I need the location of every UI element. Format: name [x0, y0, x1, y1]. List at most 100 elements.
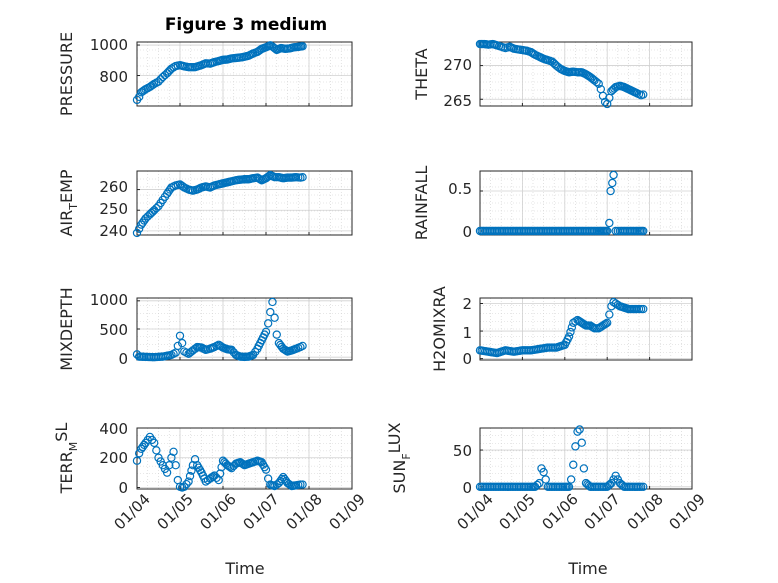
- ytick-label: 0: [118, 479, 128, 497]
- panel-rainfall: 0 0.5 RAINFALL: [412, 166, 693, 241]
- data-point: [132, 456, 142, 465]
- xtick-label: 01/05: [154, 490, 197, 533]
- ylabel-rainfall: RAINFALL: [412, 166, 431, 241]
- ylabel-theta: THETA: [412, 48, 431, 100]
- data-point: [261, 327, 271, 337]
- ytick-label: 0: [462, 223, 472, 241]
- panel-sun-flux: 0 50 SUNFLUX: [385, 422, 693, 497]
- ytick-label: 240: [99, 222, 128, 240]
- data-point: [566, 475, 576, 484]
- data-point: [639, 90, 648, 99]
- xtick-label: 01/09: [326, 490, 369, 533]
- data-point: [180, 482, 189, 491]
- data-point: [152, 203, 161, 213]
- data-point: [177, 338, 187, 348]
- axes-box: [479, 427, 693, 490]
- data-point: [577, 438, 586, 447]
- ytick-label: 250: [99, 200, 128, 218]
- ylabel-subscript: M: [67, 442, 80, 452]
- data-point: [569, 460, 578, 469]
- data-point: [266, 307, 275, 317]
- ytick-label: 1: [462, 324, 472, 342]
- ytick-label: 1000: [90, 36, 128, 54]
- data-point: [535, 478, 544, 488]
- ylabel-rest: EMP: [57, 169, 76, 203]
- xtick-label: 01/07: [240, 490, 283, 533]
- data-point: [594, 79, 603, 88]
- data-point: [134, 224, 144, 234]
- ytick-label: 200: [99, 449, 128, 467]
- data-point: [639, 226, 648, 236]
- data-point: [134, 449, 144, 458]
- data-point: [261, 465, 271, 474]
- data-point: [298, 172, 307, 182]
- xlabel-right: Time: [567, 559, 607, 578]
- data-point: [227, 345, 236, 355]
- panel-theta: 265 270 THETA: [412, 39, 693, 110]
- panel-terr-msl: 0 200 400 TERRMSL: [52, 420, 353, 497]
- ylabel-main: TERR: [57, 451, 76, 494]
- xtick-label: 01/06: [539, 490, 582, 533]
- data-point: [277, 474, 286, 484]
- data-point: [263, 319, 273, 328]
- xtick-label: 01/08: [283, 490, 326, 533]
- data-point: [152, 446, 161, 455]
- data-point: [298, 42, 307, 51]
- ylabel-rest: SL: [52, 423, 71, 442]
- data-point: [156, 75, 165, 84]
- data-point: [607, 302, 616, 311]
- data-point: [147, 208, 156, 218]
- data-point: [571, 442, 580, 451]
- xtick-label: 01/05: [496, 490, 539, 533]
- data-point: [541, 475, 550, 484]
- axes-box: [479, 41, 693, 107]
- data-point: [184, 477, 193, 486]
- data-point: [149, 438, 159, 448]
- figure-title: Figure 3 medium: [165, 15, 327, 35]
- data-point: [579, 464, 589, 473]
- xtick-label: 01/07: [581, 490, 624, 533]
- xtick-label: 01/08: [624, 490, 667, 533]
- xtick-label: 01/04: [454, 490, 497, 533]
- axes-box: [479, 297, 693, 361]
- data-point: [549, 58, 558, 68]
- xticks-left: 01/04 01/05 01/06 01/07 01/08 01/09 Time: [111, 490, 369, 578]
- panel-pressure: 800 1000 PRESSURE: [57, 32, 353, 116]
- data-point: [171, 460, 180, 470]
- data-point: [171, 348, 180, 357]
- data-point: [639, 482, 648, 491]
- xtick-label: 01/04: [111, 490, 154, 533]
- ytick-label: 800: [99, 68, 128, 86]
- ylabel-mixdepth: MIXDEPTH: [57, 287, 76, 370]
- ytick-label: 0: [462, 479, 472, 497]
- ylabel-h2omixra: H2OMIXRA: [430, 286, 449, 372]
- data-point: [298, 341, 307, 351]
- data-point: [270, 313, 279, 322]
- ytick-label: 0: [462, 350, 472, 368]
- ylabel-air-temp: AIRTEMP: [57, 169, 80, 236]
- axes-box: [136, 427, 353, 490]
- data-point: [605, 218, 614, 228]
- ytick-label: 400: [99, 420, 128, 438]
- data-point: [169, 447, 178, 457]
- data-point: [571, 317, 580, 326]
- data-point: [606, 186, 615, 196]
- ytick-label: 500: [99, 321, 128, 339]
- panel-h2omixra: 0 1 2 H2OMIXRA: [430, 286, 693, 372]
- data-point: [601, 319, 610, 328]
- data-point: [132, 228, 142, 238]
- data-point: [603, 318, 612, 327]
- ylabel-main: SUN: [390, 460, 409, 494]
- data-point: [608, 178, 617, 188]
- axes-box: [136, 170, 353, 236]
- ylabel-main: AIR: [57, 210, 76, 237]
- data-point: [592, 77, 601, 87]
- ytick-label: 50: [453, 442, 472, 460]
- ylabel-subscript: T: [67, 203, 80, 211]
- panel-mixdepth: 0 500 1000 MIXDEPTH: [57, 287, 353, 371]
- ytick-label: 260: [99, 178, 128, 196]
- data-point: [162, 468, 172, 477]
- data-point: [639, 304, 648, 314]
- ytick-label: 0.5: [448, 180, 472, 198]
